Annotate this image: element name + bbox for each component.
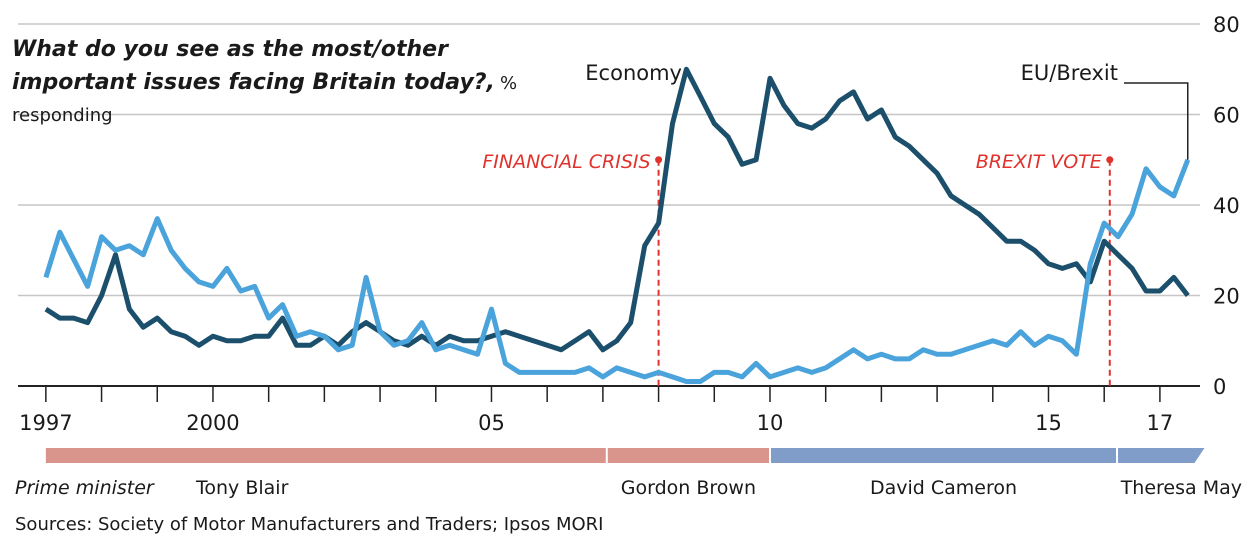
series-line bbox=[43, 158, 1191, 384]
pm-name: Theresa May bbox=[1120, 477, 1242, 499]
x-tick-label: 2000 bbox=[186, 411, 239, 435]
y-tick-label: 20 bbox=[1213, 285, 1240, 309]
pm-label: Prime minister bbox=[15, 477, 155, 499]
pm-segment bbox=[1118, 448, 1205, 463]
x-tick-label: 1997 bbox=[19, 411, 72, 435]
pm-segment bbox=[770, 448, 1117, 463]
x-tick-label: 10 bbox=[757, 411, 784, 435]
event-label: BREXIT VOTE bbox=[976, 151, 1102, 173]
event-dot bbox=[655, 156, 663, 164]
pm-name: David Cameron bbox=[870, 477, 1017, 499]
series-line bbox=[44, 66, 1190, 353]
y-tick-label: 40 bbox=[1213, 194, 1240, 218]
label-leader bbox=[1124, 82, 1189, 160]
y-tick-label: 80 bbox=[1213, 13, 1240, 37]
pm-segment bbox=[607, 448, 769, 463]
series-label: Economy bbox=[585, 61, 682, 85]
y-tick-label: 0 bbox=[1213, 375, 1226, 399]
series-label: EU/Brexit bbox=[1021, 61, 1118, 85]
chart-subtitle: % responding bbox=[12, 73, 518, 126]
event-label: FINANCIAL CRISIS bbox=[482, 151, 650, 173]
x-tick-label: 17 bbox=[1147, 411, 1174, 435]
pm-name: Tony Blair bbox=[195, 477, 289, 499]
pm-name: Gordon Brown bbox=[621, 477, 756, 499]
title-block: What do you see as the most/other import… bbox=[12, 34, 552, 132]
y-tick-label: 60 bbox=[1213, 104, 1240, 128]
pm-segment bbox=[45, 448, 606, 463]
source: Sources: Society of Motor Manufacturers … bbox=[15, 514, 604, 535]
x-tick-label: 15 bbox=[1035, 411, 1062, 435]
x-tick-label: 05 bbox=[478, 411, 505, 435]
chart-title: What do you see as the most/other import… bbox=[12, 37, 495, 95]
event-dot bbox=[1106, 156, 1114, 164]
